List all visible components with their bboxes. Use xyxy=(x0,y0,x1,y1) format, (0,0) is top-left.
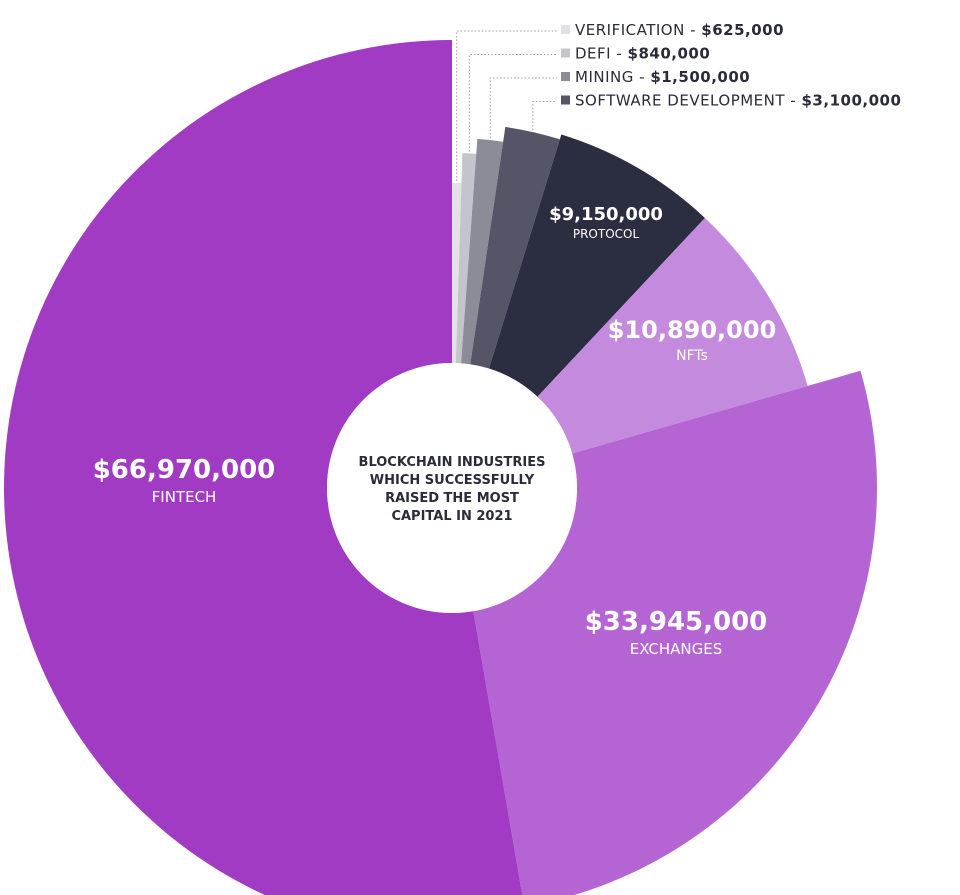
slice-value-label: $66,970,000 xyxy=(93,455,276,485)
pie-slice-software-development xyxy=(470,126,560,369)
legend-swatch xyxy=(561,95,570,105)
legend-entry: MINING - $1,500,000 xyxy=(575,68,750,86)
legend-leader-line xyxy=(532,101,557,131)
legend-swatch xyxy=(561,25,570,34)
pie-slice-exchanges xyxy=(473,370,877,895)
slice-value-label: $33,945,000 xyxy=(585,607,768,637)
legend-swatch xyxy=(561,48,570,58)
slice-name-label: FINTECH xyxy=(152,488,217,506)
center-title-line: CAPITAL IN 2021 xyxy=(391,509,512,524)
legend-leader-line xyxy=(489,77,557,139)
pie-slice-protocol xyxy=(488,134,705,397)
slice-labels: $9,150,000 PROTOCOL $10,890,000 NFTs $33,945… xyxy=(93,204,777,658)
pie-slice-fintech xyxy=(4,40,523,895)
slice-name-label: PROTOCOL xyxy=(573,227,640,241)
center-title-line: WHICH SUCCESSFULLY xyxy=(370,473,535,488)
legend-entry: SOFTWARE DEVELOPMENT - $3,100,000 xyxy=(575,92,901,110)
center-hole xyxy=(327,363,577,613)
pie-slice-nfts xyxy=(537,217,808,454)
legend-leader-line xyxy=(456,30,557,182)
pie-slice-defi xyxy=(455,153,477,364)
slice-name-label: EXCHANGES xyxy=(630,640,723,658)
pie-slices xyxy=(4,40,877,895)
pie-slice-verification xyxy=(452,183,462,364)
slice-value-label: $9,150,000 xyxy=(549,204,663,225)
legend-leader-line xyxy=(468,54,557,152)
legend: VERIFICATION - $625,000 DEFI - $840,000 MI… xyxy=(456,21,901,182)
legend-entry: VERIFICATION - $625,000 xyxy=(575,21,784,39)
slice-name-label: NFTs xyxy=(676,348,708,364)
slice-value-label: $10,890,000 xyxy=(608,316,777,344)
center-title-line: BLOCKCHAIN INDUSTRIES xyxy=(359,455,546,470)
legend-swatch xyxy=(561,72,570,81)
legend-entry: DEFI - $840,000 xyxy=(575,45,710,63)
pie-slice-mining xyxy=(461,138,504,365)
center-title-line: RAISED THE MOST xyxy=(385,491,519,506)
center-title: BLOCKCHAIN INDUSTRIES WHICH SUCCESSFULLY R… xyxy=(359,455,546,524)
